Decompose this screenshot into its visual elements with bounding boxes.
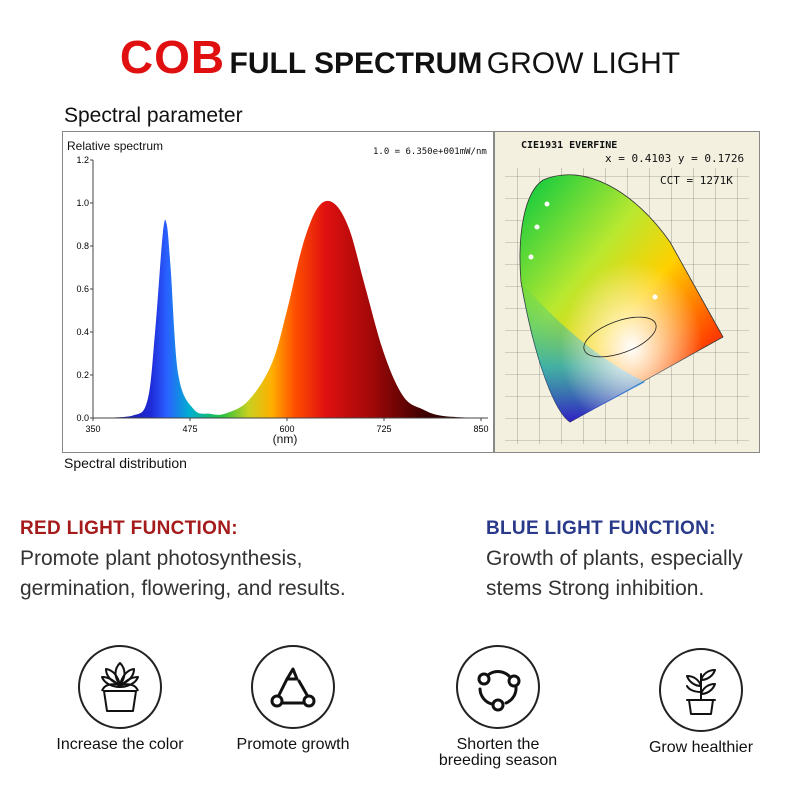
feature-label: Grow healthier — [648, 739, 754, 756]
y-tick-label: 1.2 — [76, 155, 89, 165]
spectrum-area — [93, 200, 481, 418]
feature-circle — [251, 645, 335, 729]
sprout-pot-icon — [686, 669, 716, 715]
red-light-line-2: germination, flowering, and results. — [20, 577, 346, 600]
feature-label-line-2: breeding season — [438, 752, 558, 769]
x-tick-label: 850 — [473, 424, 488, 434]
feature-circle — [78, 645, 162, 729]
x-tick-label: 475 — [182, 424, 197, 434]
spectrum-chart-panel: Relative spectrum 1.0 = 6.350e+001mW/nm … — [62, 131, 494, 453]
x-tick-label: 725 — [376, 424, 391, 434]
feature-label: Increase the color — [56, 736, 184, 753]
scale-note: 1.0 = 6.350e+001mW/nm — [373, 147, 487, 157]
blue-light-line-2: stems Strong inhibition. — [486, 577, 705, 600]
cie-diagram-panel: CIE1931 EVERFINE x = 0.4103 y = 0.1726 C… — [494, 131, 760, 453]
feature-label: Promote growth — [236, 736, 350, 753]
blue-light-line-1: Growth of plants, especially — [486, 547, 743, 570]
feature-circle — [659, 648, 743, 732]
y-tick-label: 0.0 — [76, 413, 89, 423]
title-full-spectrum: FULL SPECTRUM — [229, 47, 483, 80]
feature-circle — [456, 645, 540, 729]
title-grow-light: GROW LIGHT — [486, 47, 681, 80]
x-tick-label: 600 — [279, 424, 294, 434]
y-tick-label: 1.0 — [76, 198, 89, 208]
feature-label-line-1: Shorten the — [456, 736, 540, 753]
cie-white-region — [519, 174, 723, 422]
red-light-description: Promote plant photosynthesis, germinatio… — [20, 544, 346, 604]
planckian-locus — [583, 316, 657, 358]
red-light-line-1: Promote plant photosynthesis, — [20, 547, 303, 570]
y-tick-label: 0.8 — [76, 241, 89, 251]
blue-light-description: Growth of plants, especially stems Stron… — [486, 544, 743, 604]
cie-point — [534, 224, 540, 230]
y-tick-label: 0.2 — [76, 370, 89, 380]
cie-chromaticity-diagram: CIE1931 EVERFINE x = 0.4103 y = 0.1726 C… — [505, 140, 749, 444]
x-axis-label: (nm) — [273, 432, 298, 446]
x-tick-label: 350 — [85, 424, 100, 434]
succulent-pot-icon — [101, 662, 139, 712]
feature-shorten-season: Shorten the breeding season — [408, 645, 588, 769]
spectral-parameter-heading: Spectral parameter — [64, 104, 243, 127]
feature-label: Shorten the breeding season — [408, 737, 588, 769]
triangle-nodes-icon — [270, 667, 316, 708]
blue-light-heading: BLUE LIGHT FUNCTION: — [486, 518, 716, 539]
cie-point — [652, 294, 658, 300]
cie-cct: CCT = 1271K — [660, 174, 733, 187]
title-cob: COB — [119, 31, 226, 83]
cie-coordinates: x = 0.4103 y = 0.1726 — [605, 152, 744, 165]
spectral-distribution-label: Spectral distribution — [64, 455, 187, 471]
cie-point — [528, 254, 534, 260]
cie-header: CIE1931 EVERFINE — [521, 140, 617, 151]
spectrum-chart: Relative spectrum 1.0 = 6.350e+001mW/nm … — [67, 139, 489, 446]
red-light-heading: RED LIGHT FUNCTION: — [20, 518, 238, 539]
feature-increase-color: Increase the color — [30, 645, 210, 753]
y-axis-label: Relative spectrum — [67, 139, 163, 153]
y-tick-label: 0.6 — [76, 284, 89, 294]
page-title: COB FULL SPECTRUM GROW LIGHT — [0, 30, 800, 84]
cie-point — [544, 201, 550, 207]
cycle-nodes-icon — [477, 670, 521, 712]
y-tick-label: 0.4 — [76, 327, 89, 337]
feature-promote-growth: Promote growth — [203, 645, 383, 753]
feature-grow-healthier: Grow healthier — [611, 648, 791, 756]
